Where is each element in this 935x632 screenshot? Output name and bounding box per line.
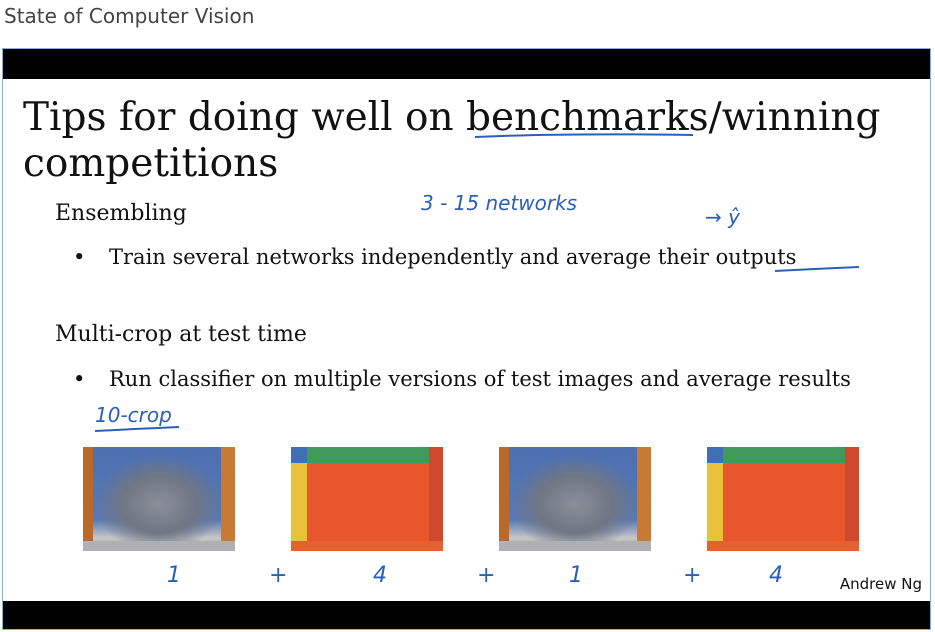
section-heading-multicrop: Multi-crop at test time [55,322,307,347]
handwritten-networks-note: 3 - 15 networks [421,191,578,215]
bullet-text-multicrop: Run classifier on multiple versions of t… [109,367,851,391]
bullet-multicrop: • Run classifier on multiple versions of … [73,367,851,391]
sum-term: 1 [569,563,583,588]
bullet-ensembling: • Train several networks independently an… [73,245,796,269]
letterbox-top-bar [3,49,930,79]
bullet-text-ensembling: Train several networks independently and… [109,245,797,269]
author-credit: Andrew Ng [839,575,922,593]
crop-regions-icon [707,447,859,551]
cat-photo-icon [499,447,651,551]
letterbox-bottom-bar [3,601,930,629]
sum-term: + [477,563,496,588]
page-header-title: State of Computer Vision [4,4,255,28]
sum-term: + [683,563,702,588]
crop-regions-icon [291,447,443,551]
slide-title: Tips for doing well on benchmarks/winnin… [23,95,881,186]
underline-10-crop [94,426,180,432]
sum-term: 4 [769,563,783,588]
bullet-marker: • [73,245,86,269]
video-frame[interactable]: Tips for doing well on benchmarks/winnin… [2,48,931,630]
sum-term: 4 [373,563,387,588]
bullet-marker: • [73,367,86,391]
cat-photo-icon [83,447,235,551]
sum-term: + [269,563,288,588]
sum-term: 1 [167,563,181,588]
handwritten-y-hat-note: → ŷ [705,205,740,229]
section-heading-ensembling: Ensembling [55,201,187,226]
handwritten-10-crop-note: 10-crop [95,403,172,427]
